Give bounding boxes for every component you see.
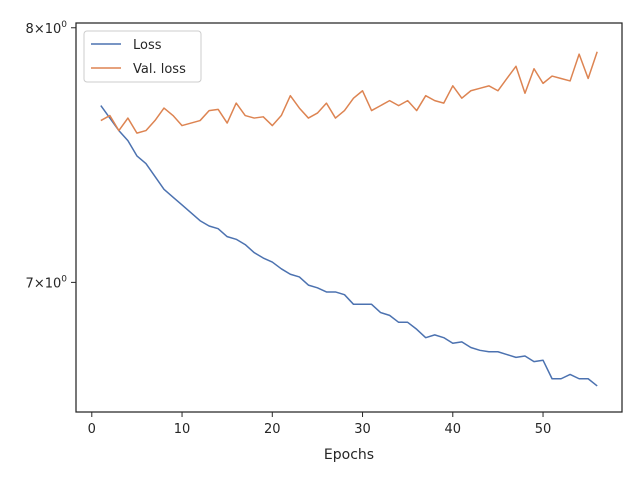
series-line-0 xyxy=(100,105,598,387)
legend-label-0: Loss xyxy=(133,38,162,53)
y-tick-label: 7×100 xyxy=(26,274,68,291)
plot-frame xyxy=(75,22,623,413)
x-tick-label: 50 xyxy=(535,422,552,437)
legend-label-1: Val. loss xyxy=(133,62,186,77)
x-tick-label: 30 xyxy=(354,422,371,437)
x-tick-label: 0 xyxy=(88,422,96,437)
x-tick-label: 20 xyxy=(264,422,281,437)
series-layer xyxy=(100,51,598,387)
axis-layer: 0 10 20 30 40 50 8×100 7×100 xyxy=(26,20,623,437)
x-tick-label: 40 xyxy=(445,422,462,437)
legend: Loss Val. loss xyxy=(83,30,202,83)
x-axis-label: Epochs xyxy=(324,447,374,463)
series-line-1 xyxy=(100,51,598,134)
y-tick-label: 8×100 xyxy=(26,20,68,37)
x-tick-label: 10 xyxy=(174,422,191,437)
